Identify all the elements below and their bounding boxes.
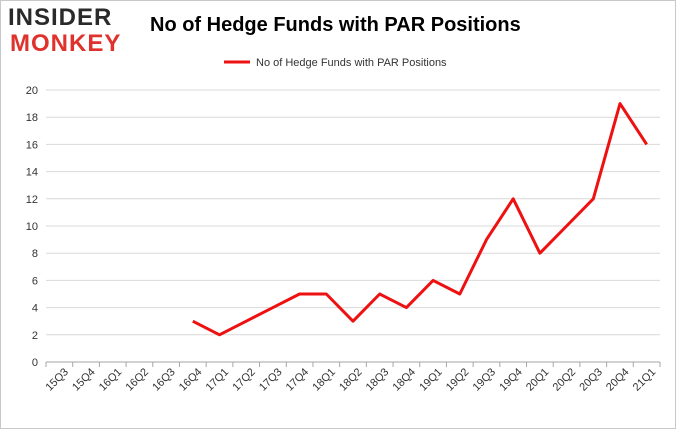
x-tick-label: 18Q4 [391, 366, 419, 394]
series-line [192, 102, 648, 337]
x-tick-label: 17Q2 [230, 366, 258, 394]
x-tick-label: 20Q4 [604, 366, 632, 394]
y-tick-label: 2 [32, 330, 38, 342]
x-tick-label: 17Q3 [257, 366, 285, 394]
y-tick-label: 0 [32, 357, 38, 369]
x-tick-label: 15Q3 [43, 366, 71, 394]
x-tick-label: 20Q2 [551, 366, 579, 394]
chart-title: No of Hedge Funds with PAR Positions [150, 14, 521, 36]
y-tick-label: 10 [26, 221, 38, 233]
x-tick-label: 18Q1 [310, 366, 338, 394]
x-tick-label: 17Q1 [204, 366, 232, 394]
x-tick-label: 16Q3 [150, 366, 178, 394]
x-tick-label: 21Q1 [631, 366, 659, 394]
y-tick-label: 14 [26, 167, 38, 179]
legend-label: No of Hedge Funds with PAR Positions [256, 57, 447, 69]
x-tick-label: 15Q4 [70, 366, 98, 394]
x-tick-label: 17Q4 [284, 366, 312, 394]
x-tick-label: 16Q2 [124, 366, 152, 394]
x-tick-label: 16Q1 [97, 366, 125, 394]
y-tick-label: 18 [26, 112, 38, 124]
x-tick-label: 19Q2 [444, 366, 472, 394]
x-tick-label: 20Q3 [577, 366, 605, 394]
x-tick-label: 16Q4 [177, 366, 205, 394]
logo-line-1: INSIDER [8, 4, 113, 31]
y-tick-label: 16 [26, 139, 38, 151]
x-tick-label: 20Q1 [524, 366, 552, 394]
x-tick-label: 19Q4 [497, 366, 525, 394]
insider-monkey-logo: INSIDER MONKEY [8, 6, 130, 58]
x-tick-label: 19Q1 [417, 366, 445, 394]
y-tick-label: 20 [26, 85, 38, 97]
y-tick-label: 6 [32, 275, 38, 287]
y-tick-label: 12 [26, 194, 38, 206]
y-tick-label: 4 [32, 303, 38, 315]
x-tick-label: 19Q3 [471, 366, 499, 394]
logo-line-2: MONKEY [10, 30, 122, 57]
y-tick-label: 8 [32, 248, 38, 260]
x-tick-label: 18Q3 [364, 366, 392, 394]
x-tick-label: 18Q2 [337, 366, 365, 394]
